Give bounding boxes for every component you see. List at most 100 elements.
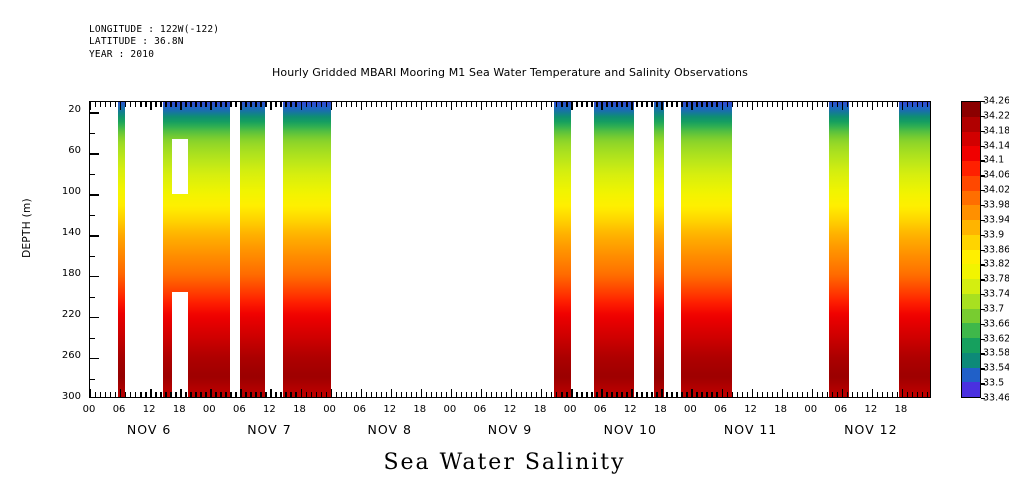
x-axis-tick [250,392,252,397]
colorbar-band [962,102,980,117]
x-axis-tick [120,389,122,397]
colorbar-tick-label: 33.9 [983,229,1005,241]
x-axis-tick [851,392,854,397]
x-axis-tick [90,389,92,397]
y-axis-tick [90,358,99,360]
x-axis-tick-top [435,102,438,107]
x-axis-tick-top [631,102,633,110]
x-axis-hour-label: 18 [774,404,788,415]
x-axis-tick [360,389,363,397]
x-axis-tick-top [215,102,217,107]
x-axis-tick [731,392,733,397]
colorbar-tick-label: 34.1 [983,154,1005,166]
x-axis-tick-top [150,102,152,110]
x-axis-tick-top [330,102,332,110]
x-axis-tick-top [866,102,869,107]
x-axis-tick [661,389,663,397]
x-axis-tick [626,392,628,397]
x-axis-tick-top [901,102,904,110]
x-axis-tick [576,392,578,397]
x-axis-hour-label: 00 [684,404,697,415]
x-axis-tick-top [836,102,839,107]
x-axis-tick [95,392,97,397]
x-axis-tick [395,392,398,397]
x-axis-tick-top [350,102,352,107]
x-axis-tick-top [200,102,202,107]
x-axis-tick-top [906,102,909,107]
x-axis-tick [621,392,623,397]
colorbar-tick-label: 33.94 [983,214,1009,226]
x-axis-tick-top [826,102,829,107]
x-axis-tick [811,389,814,397]
x-axis-tick [405,392,408,397]
colorbar-tick-label: 34.18 [983,125,1009,137]
colorbar-tick [981,398,985,400]
x-axis-tick-top [796,102,799,107]
x-axis-tick-top [921,102,924,107]
x-axis-tick [526,392,528,397]
x-axis-tick [586,392,588,397]
x-axis-tick [766,392,768,397]
x-axis-tick [145,392,147,397]
x-axis-tick [681,392,683,397]
x-axis-tick [150,389,152,397]
x-axis-tick [390,389,393,397]
x-axis-tick [736,392,738,397]
y-axis-tick-label: 140 [61,227,81,239]
x-axis-tick [761,392,763,397]
x-axis-tick [375,392,378,397]
x-axis-tick [100,392,102,397]
x-axis-tick [495,392,498,397]
x-axis-tick [901,389,904,397]
colorbar-band [962,131,980,147]
x-axis-tick-top [766,102,768,107]
y-axis-tick [90,378,95,380]
x-axis-tick-top [721,102,723,110]
x-axis-tick-top [315,102,317,107]
y-axis-tick-label: 220 [61,309,81,321]
colorbar-labels: 34.26 34.22 34.18 34.14 34.1 34.06 34.02 33.98 3… [983,94,1009,406]
x-axis-tick [330,389,332,397]
data-column [282,102,331,397]
colorbar-band [962,220,980,235]
x-axis-tick [581,392,583,397]
colorbar-tick [981,145,985,147]
x-axis-tick [796,392,799,397]
x-axis-tick [205,392,207,397]
x-axis-tick-top [290,102,292,107]
x-axis-tick [616,392,618,397]
x-axis-tick-top [420,102,423,110]
x-axis-tick [876,392,879,397]
x-axis-day-label: NOV 8 [367,422,412,437]
x-axis-hour-labels: 00 06 12 18 00 06 12 18 00 06 12 18 00 06 12 18 00 06 12 18… [83,404,931,420]
x-axis-tick [541,389,543,397]
x-axis-tick-top [551,102,553,107]
x-axis-tick [195,392,197,397]
x-axis-tick [866,392,869,397]
x-axis-tick-top [681,102,683,107]
x-axis-tick [280,392,282,397]
y-axis-tick-label: 20 [68,104,81,116]
x-axis-tick-top [651,102,653,107]
x-axis-tick [611,392,613,397]
x-axis-tick [125,392,127,397]
x-axis-tick-top [821,102,824,107]
colorbar-band [962,293,980,309]
x-axis-tick [651,392,653,397]
plot-area[interactable] [89,101,931,398]
x-axis-tick-top [105,102,107,107]
x-axis-tick [801,392,804,397]
colorbar-tick-label: 33.5 [983,377,1005,389]
x-axis-tick [751,389,753,397]
colorbar-tick-label: 33.98 [983,199,1009,211]
x-axis-tick [200,392,202,397]
x-axis-tick-top [275,102,277,107]
x-axis-day-label: NOV 10 [603,422,657,437]
x-axis-tick [836,392,839,397]
x-axis-tick-top [185,102,187,107]
x-axis-tick [606,392,608,397]
x-axis-tick-top [370,102,373,107]
x-axis-hour-label: 06 [473,404,487,415]
x-axis-tick [500,392,503,397]
x-axis-tick [546,392,548,397]
